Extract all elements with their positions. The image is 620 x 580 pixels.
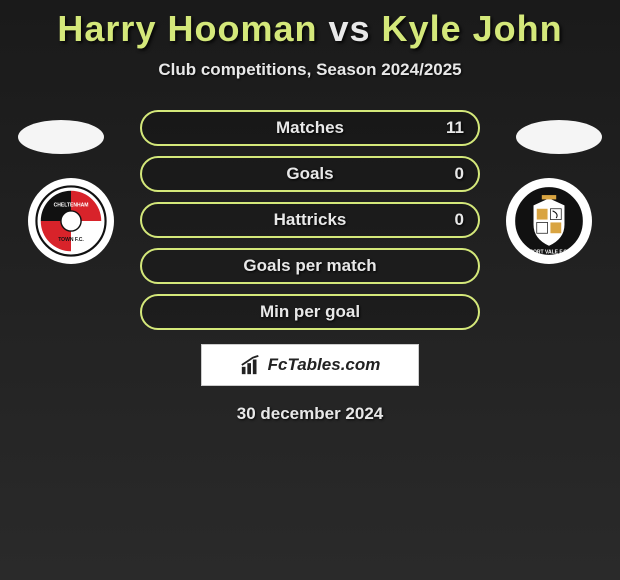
player1-avatar-placeholder — [18, 120, 104, 154]
stat-label: Hattricks — [274, 210, 347, 230]
stat-row-matches: Matches 11 — [140, 110, 480, 146]
stat-label: Min per goal — [260, 302, 360, 322]
player1-club-badge: CHELTENHAM TOWN F.C. — [28, 178, 114, 264]
svg-text:PORT VALE F.C.: PORT VALE F.C. — [530, 249, 569, 255]
vs-separator: vs — [328, 8, 370, 49]
stat-label: Matches — [276, 118, 344, 138]
svg-text:CHELTENHAM: CHELTENHAM — [54, 203, 89, 209]
stat-row-goals-per-match: Goals per match — [140, 248, 480, 284]
stat-label: Goals — [286, 164, 333, 184]
stat-right-value: 0 — [455, 164, 464, 184]
comparison-title: Harry Hooman vs Kyle John — [0, 0, 620, 50]
cheltenham-town-badge-icon: CHELTENHAM TOWN F.C. — [35, 185, 107, 257]
stat-right-value: 0 — [455, 210, 464, 230]
stat-right-value: 11 — [446, 118, 464, 138]
stat-row-goals: Goals 0 — [140, 156, 480, 192]
player1-name: Harry Hooman — [57, 8, 317, 49]
snapshot-date: 30 december 2024 — [0, 404, 620, 424]
player2-club-badge: PORT VALE F.C. — [506, 178, 592, 264]
stats-container: Matches 11 Goals 0 Hattricks 0 Goals per… — [140, 110, 480, 330]
port-vale-badge-icon: PORT VALE F.C. — [513, 185, 585, 257]
player2-name: Kyle John — [382, 8, 563, 49]
brand-text: FcTables.com — [268, 355, 381, 375]
player2-avatar-placeholder — [516, 120, 602, 154]
stat-row-hattricks: Hattricks 0 — [140, 202, 480, 238]
svg-text:TOWN F.C.: TOWN F.C. — [58, 237, 84, 243]
bar-chart-icon — [240, 354, 262, 376]
stat-label: Goals per match — [243, 256, 376, 276]
brand-watermark: FcTables.com — [201, 344, 419, 386]
subtitle: Club competitions, Season 2024/2025 — [0, 60, 620, 80]
stat-row-min-per-goal: Min per goal — [140, 294, 480, 330]
